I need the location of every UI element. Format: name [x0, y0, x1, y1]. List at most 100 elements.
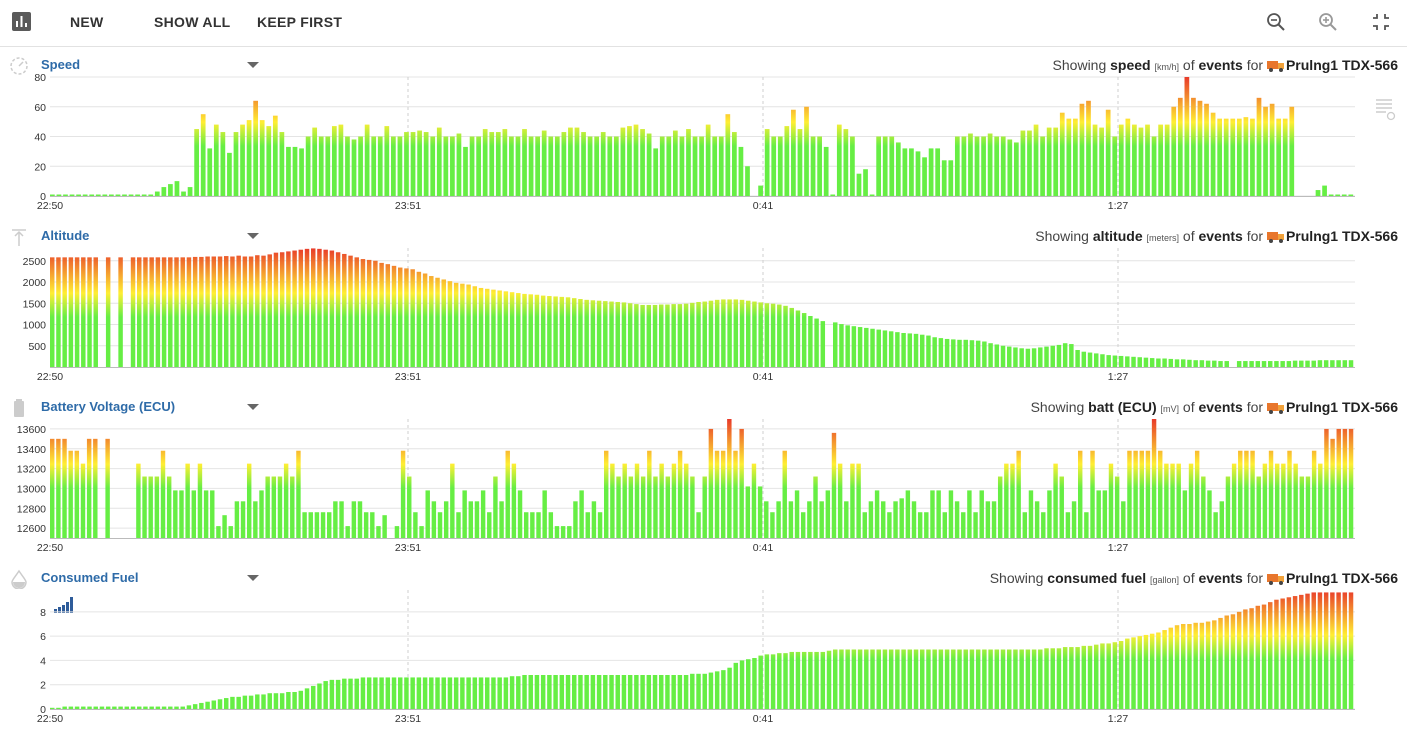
bar [746, 659, 751, 709]
panel-title[interactable]: Consumed Fuel [41, 570, 139, 585]
bar-chart-icon[interactable] [12, 12, 31, 31]
bar [572, 298, 577, 367]
bar [1293, 463, 1298, 539]
bar [1087, 645, 1093, 709]
bar [382, 515, 387, 538]
bar [876, 329, 881, 367]
bar [1318, 463, 1323, 539]
bar [1342, 360, 1348, 367]
panel-title[interactable]: Speed [41, 57, 81, 72]
bar [1019, 649, 1024, 709]
bar [920, 334, 925, 367]
bar [615, 301, 620, 367]
x-tick-label: 22:50 [37, 542, 63, 554]
bar [1137, 357, 1142, 367]
x-tick-label: 1:27 [1108, 200, 1129, 212]
bar [503, 677, 509, 709]
bar [503, 291, 509, 367]
bar [610, 463, 615, 539]
bar [764, 654, 770, 709]
bar [523, 512, 529, 538]
bar [1081, 645, 1087, 709]
bar [634, 463, 640, 539]
bar [553, 296, 558, 367]
bar [823, 146, 829, 196]
bar [1000, 136, 1006, 196]
bar [211, 700, 217, 709]
bar [1176, 463, 1181, 539]
bar [505, 450, 510, 538]
bar [935, 148, 941, 196]
bar [1131, 637, 1136, 709]
bar [621, 675, 627, 709]
bar [820, 651, 826, 709]
bar [410, 677, 415, 709]
bar [240, 124, 245, 196]
bar [68, 450, 73, 538]
altitude-chart: 500 1000 1500 2000 2500 22:50 23:51 0:41 1:27 [23, 248, 1355, 383]
bar [739, 428, 744, 538]
bar [56, 194, 62, 196]
zoom-out-icon[interactable] [1265, 11, 1287, 33]
bar [236, 696, 241, 709]
bar [938, 338, 944, 367]
dropdown-caret[interactable] [247, 233, 259, 239]
bar [1255, 605, 1261, 709]
bar [325, 136, 331, 196]
bar [1217, 118, 1223, 196]
dropdown-caret[interactable] [247, 575, 259, 581]
bar [1225, 476, 1231, 538]
bar [988, 649, 993, 709]
dropdown-caret[interactable] [247, 404, 259, 410]
fullscreen-exit-icon[interactable] [1370, 11, 1392, 33]
bar [1168, 358, 1174, 367]
y-tick-label: 80 [34, 72, 46, 84]
bar [961, 512, 966, 538]
bar [335, 679, 341, 709]
bar [155, 257, 161, 367]
list-refresh-icon[interactable] [1374, 96, 1396, 122]
bar [1292, 596, 1298, 709]
bar [696, 301, 701, 367]
show-all-button[interactable]: SHOW ALL [154, 14, 231, 30]
bar [634, 675, 639, 709]
bar [391, 136, 396, 196]
bar [485, 677, 490, 709]
bar [207, 148, 213, 196]
drop-icon [11, 569, 27, 589]
bar [154, 191, 160, 196]
keep-first-button[interactable]: KEEP FIRST [257, 14, 343, 30]
y-tick-label: 0 [40, 191, 46, 203]
bar [468, 501, 474, 538]
panel-title[interactable]: Battery Voltage (ECU) [41, 399, 176, 414]
new-button[interactable]: NEW [70, 14, 104, 30]
bar [776, 501, 781, 538]
bar [511, 463, 517, 539]
bar [277, 476, 283, 538]
bar [487, 512, 492, 538]
zoom-in-icon[interactable] [1317, 11, 1339, 33]
bar [1127, 450, 1132, 538]
bar [149, 257, 154, 367]
bar [259, 490, 264, 538]
bar [1335, 194, 1341, 196]
bar [1282, 118, 1288, 196]
bar [410, 132, 416, 196]
bar [394, 526, 400, 538]
bar [435, 277, 440, 367]
bar [210, 490, 215, 538]
bar [141, 194, 147, 196]
bar [804, 106, 809, 196]
bar [1187, 359, 1192, 367]
panel-title[interactable]: Altitude [41, 228, 90, 243]
bar [474, 501, 480, 538]
signal-bars-icon[interactable] [54, 595, 76, 613]
bar [366, 677, 372, 709]
bar [416, 677, 422, 709]
bar [1199, 360, 1205, 367]
y-tick-label: 20 [34, 161, 46, 173]
bar [267, 693, 272, 709]
bar [1170, 463, 1175, 539]
bar [968, 133, 973, 196]
dropdown-caret[interactable] [247, 62, 259, 68]
